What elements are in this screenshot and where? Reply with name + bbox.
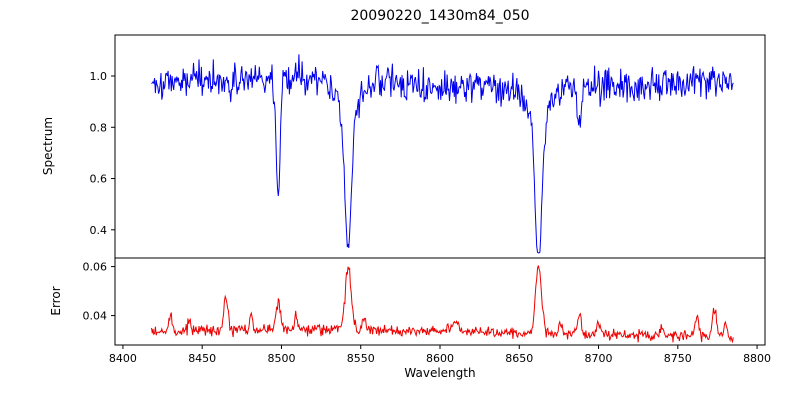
ytick-label: 0.8 — [90, 121, 108, 134]
xtick-label: 8550 — [347, 352, 375, 365]
chart-title: 20090220_1430m84_050 — [350, 8, 530, 24]
ytick-label: 0.04 — [83, 310, 108, 323]
xtick-label: 8700 — [585, 352, 613, 365]
ytick-label: 0.06 — [83, 261, 108, 274]
xtick-label: 8600 — [426, 352, 454, 365]
wavelength-xlabel: Wavelength — [404, 366, 476, 380]
xtick-label: 8450 — [188, 352, 216, 365]
xtick-label: 8500 — [267, 352, 295, 365]
error-ylabel: Error — [49, 286, 63, 316]
error-line — [151, 265, 734, 344]
spectrum-ylabel: Spectrum — [41, 116, 55, 176]
xtick-label: 8750 — [664, 352, 692, 365]
xtick-label: 8650 — [505, 352, 533, 365]
ytick-label: 0.6 — [90, 173, 108, 186]
spectrum-line — [151, 54, 734, 254]
ytick-label: 1.0 — [90, 70, 108, 83]
xtick-label: 8400 — [109, 352, 137, 365]
ytick-label: 0.4 — [90, 224, 108, 237]
panel-border-spectrum — [114, 34, 766, 259]
xtick-label: 8800 — [743, 352, 771, 365]
